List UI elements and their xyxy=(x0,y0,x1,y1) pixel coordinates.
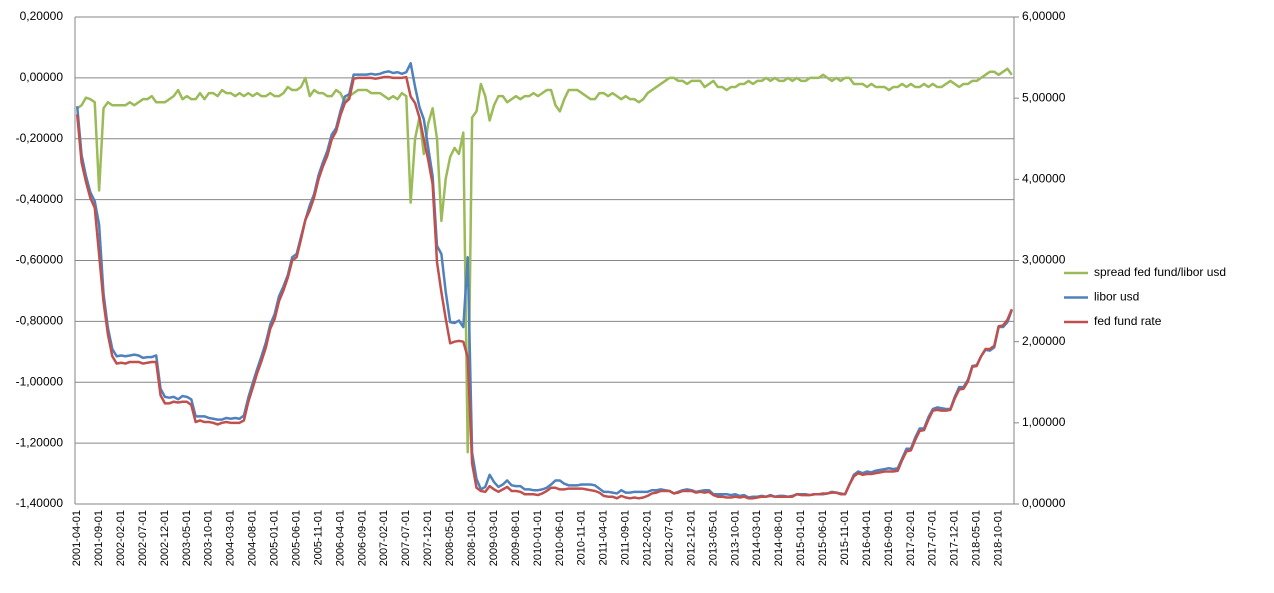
y-tick-label: 0,00000 xyxy=(20,70,64,84)
x-tick-label: 2001-09-01 xyxy=(93,510,105,566)
x-tick-label: 2006-09-01 xyxy=(356,510,368,566)
x-tick-label: 2004-08-01 xyxy=(247,510,259,566)
legend-label: spread fed fund/libor usd xyxy=(1094,265,1226,279)
x-tick-label: 2007-07-01 xyxy=(400,510,412,566)
x-tick-label: 2005-01-01 xyxy=(269,510,281,566)
y-tick-label: -0,20000 xyxy=(16,131,64,145)
x-tick-label: 2003-05-01 xyxy=(181,510,193,566)
x-tick-label: 2012-12-01 xyxy=(685,510,697,566)
x-tick-label: 2015-06-01 xyxy=(817,510,829,566)
x-tick-label: 2010-06-01 xyxy=(554,510,566,566)
x-tick-label: 2016-09-01 xyxy=(883,510,895,566)
x-tick-label: 2017-12-01 xyxy=(949,510,961,566)
y-tick-label: -0,40000 xyxy=(16,192,64,206)
y2-tick-label: 0,00000 xyxy=(1022,496,1066,510)
y2-tick-label: 2,00000 xyxy=(1022,334,1066,348)
x-tick-label: 2008-10-01 xyxy=(466,510,478,566)
y-tick-label: 0,20000 xyxy=(20,9,64,23)
x-tick-label: 2011-09-01 xyxy=(620,510,632,565)
y-tick-label: -1,00000 xyxy=(16,374,64,388)
x-tick-label: 2007-12-01 xyxy=(422,510,434,566)
series-line xyxy=(76,67,1013,454)
series-line xyxy=(75,62,1013,499)
x-tick-label: 2006-04-01 xyxy=(334,510,346,566)
x-tick-label: 2005-11-01 xyxy=(312,510,324,565)
x-tick-label: 2004-03-01 xyxy=(225,510,237,566)
x-tick-label: 2003-10-01 xyxy=(203,510,215,566)
x-tick-label: 2014-03-01 xyxy=(751,510,763,566)
x-tick-label: 2015-01-01 xyxy=(795,510,807,566)
x-tick-label: 2011-04-01 xyxy=(598,510,610,565)
x-tick-label: 2013-10-01 xyxy=(729,510,741,566)
x-tick-label: 2007-02-01 xyxy=(378,510,390,566)
x-tick-label: 2012-07-01 xyxy=(663,510,675,566)
legend-label: fed fund rate xyxy=(1094,314,1162,328)
x-tick-label: 2017-02-01 xyxy=(905,510,917,566)
y2-tick-label: 5,00000 xyxy=(1022,90,1066,104)
x-tick-label: 2017-07-01 xyxy=(927,510,939,566)
x-tick-label: 2018-05-01 xyxy=(971,510,983,566)
y-tick-label: -1,20000 xyxy=(16,435,64,449)
legend-label: libor usd xyxy=(1094,290,1139,304)
x-tick-label: 2018-10-01 xyxy=(993,510,1005,566)
y-tick-label: -0,60000 xyxy=(16,253,64,267)
x-tick-label: 2002-12-01 xyxy=(159,510,171,566)
y2-tick-label: 1,00000 xyxy=(1022,415,1066,429)
x-tick-label: 2015-11-01 xyxy=(839,510,851,565)
y2-tick-label: 6,00000 xyxy=(1022,9,1066,23)
x-tick-label: 2005-06-01 xyxy=(290,510,302,566)
y2-tick-label: 4,00000 xyxy=(1022,172,1066,186)
x-tick-label: 2002-07-01 xyxy=(137,510,149,566)
x-tick-label: 2010-01-01 xyxy=(532,510,544,566)
x-tick-label: 2009-03-01 xyxy=(488,510,500,566)
x-tick-label: 2014-08-01 xyxy=(773,510,785,566)
y-tick-label: -0,80000 xyxy=(16,314,64,328)
x-tick-label: 2008-05-01 xyxy=(444,510,456,566)
x-tick-label: 2002-02-01 xyxy=(115,510,127,566)
series-line xyxy=(75,75,1013,500)
y2-tick-label: 3,00000 xyxy=(1022,253,1066,267)
x-tick-label: 2001-04-01 xyxy=(71,510,83,566)
x-tick-label: 2009-08-01 xyxy=(510,510,522,566)
x-tick-label: 2012-02-01 xyxy=(642,510,654,566)
x-tick-label: 2016-04-01 xyxy=(861,510,873,566)
y-tick-label: -1,40000 xyxy=(16,496,64,510)
x-tick-label: 2010-11-01 xyxy=(576,510,588,565)
x-tick-label: 2013-05-01 xyxy=(707,510,719,566)
